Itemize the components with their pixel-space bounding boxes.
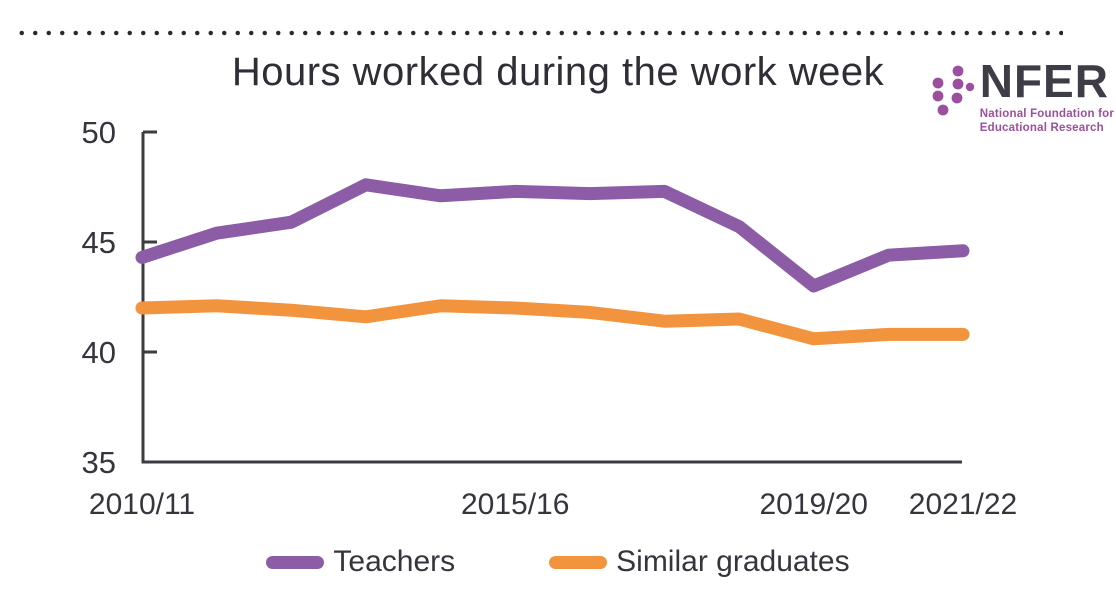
x-tick-labels-group: 2010/11 2015/16 2019/20 2021/22 bbox=[89, 488, 1017, 521]
legend-label-similar-graduates: Similar graduates bbox=[616, 545, 850, 578]
nfer-subtitle: National Foundation for Educational Rese… bbox=[980, 107, 1114, 135]
similar-graduates-line bbox=[135, 299, 970, 346]
y-tick-label: 45 bbox=[82, 225, 116, 260]
nfer-wordmark: NFER bbox=[979, 55, 1109, 107]
y-tick-label: 40 bbox=[82, 335, 116, 370]
y-tick-label: 35 bbox=[82, 445, 116, 480]
similar-graduates-line-swatch bbox=[549, 555, 608, 569]
y-tick-labels-group: 35 40 45 50 bbox=[82, 115, 116, 480]
teachers-line-swatch bbox=[266, 555, 325, 569]
chart-legend: Teachers Similar graduates bbox=[0, 540, 1116, 584]
dotted-separator bbox=[15, 30, 1063, 36]
legend-item-similar-graduates: Similar graduates bbox=[549, 545, 850, 579]
y-tick-label: 50 bbox=[82, 115, 116, 150]
x-tick-label: 2019/20 bbox=[760, 488, 868, 521]
chart-title: Hours worked during the work week bbox=[231, 50, 885, 94]
nfer-subtitle-line1: National Foundation for bbox=[979, 108, 1114, 120]
legend-item-teachers: Teachers bbox=[266, 545, 455, 579]
teachers-line bbox=[135, 178, 970, 293]
nfer-dots-icon bbox=[932, 65, 974, 116]
axes-group bbox=[141, 130, 962, 464]
axis-spines bbox=[141, 132, 962, 464]
x-tick-label: 2015/16 bbox=[461, 488, 569, 521]
series-lines-group bbox=[135, 178, 970, 346]
x-tick-label: 2021/22 bbox=[909, 488, 1017, 521]
nfer-logo-text: NFER National Foundation for Educational… bbox=[980, 58, 1114, 135]
nfer-subtitle-line2: Educational Research bbox=[979, 122, 1104, 134]
x-tick-label: 2010/11 bbox=[89, 488, 195, 521]
nfer-logo: NFER National Foundation for Educational… bbox=[929, 58, 1114, 135]
legend-label-teachers: Teachers bbox=[333, 545, 456, 578]
